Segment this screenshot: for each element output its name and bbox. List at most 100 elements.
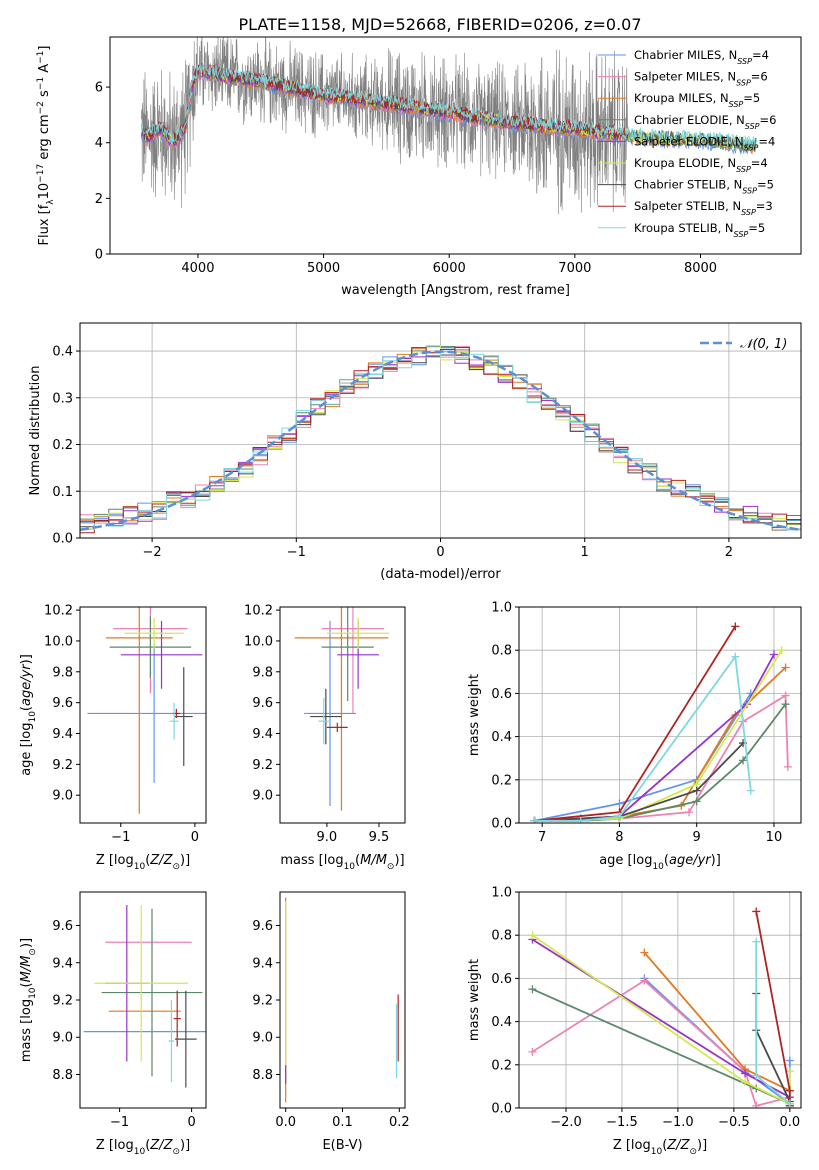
x-tick-label: 0.0 <box>275 1115 296 1130</box>
y-tick-label: 9.2 <box>52 994 73 1009</box>
y-axis-label: Normed distribution <box>28 366 43 496</box>
y-tick-label: 9.0 <box>52 789 73 804</box>
y-axis-label: mass [log10(M/M⊙)] <box>19 938 38 1062</box>
figure-title: PLATE=1158, MJD=52668, FIBERID=0206, z=0… <box>238 15 641 34</box>
y-tick-label: 0.0 <box>491 817 512 832</box>
x-axis-label: mass [log10(M/M⊙)] <box>280 853 404 872</box>
series-point-8 <box>785 1104 794 1108</box>
x-tick-label: −1.5 <box>606 1115 638 1130</box>
x-tick-label: −0.5 <box>718 1115 750 1130</box>
axes-frame <box>79 322 802 539</box>
series-point-8 <box>752 1071 761 1080</box>
series-point-3 <box>692 797 701 806</box>
series-point-1 <box>684 808 693 817</box>
x-tick-label: 7000 <box>558 261 591 276</box>
y-tick-label: 9.6 <box>252 919 273 934</box>
errorbars <box>285 897 399 1103</box>
legend-label: Chabrier ELODIE, NSSP=6 <box>634 113 776 131</box>
series-point-3 <box>781 700 790 709</box>
x-tick-label: 8000 <box>684 261 717 276</box>
mass-vs-z-panel: −1 0 8.8 9.0 9.2 9.4 9.6 Z [log10(Z/Z⊙)] mass [l… <box>19 891 207 1157</box>
y-tick-label: 4 <box>95 136 103 151</box>
x-tick-label: 2 <box>725 545 733 560</box>
series-point-8 <box>752 937 761 946</box>
legend-label: Kroupa STELIB, NSSP=5 <box>634 221 765 239</box>
series-point-0 <box>785 1056 794 1065</box>
age-vs-mass-panel: 9.0 9.5 9.0 9.2 9.4 9.6 9.8 10.0 10.2 mass [log10… <box>244 604 406 872</box>
x-tick-label: 9.0 <box>317 830 338 845</box>
y-tick-label: 10.0 <box>244 634 273 649</box>
series-point-1 <box>781 691 790 700</box>
x-axis-label: age [log10(age/yr)] <box>599 853 721 872</box>
y-tick-label: 8.8 <box>52 1068 73 1083</box>
series-point-6 <box>692 786 701 795</box>
y-tick-label: 8.8 <box>252 1068 273 1083</box>
x-tick-label: 4000 <box>181 261 214 276</box>
axes-frame <box>518 891 802 1109</box>
legend-label: Kroupa ELODIE, NSSP=4 <box>634 156 768 174</box>
axes-frame <box>79 891 207 1109</box>
y-tick-label: 9.4 <box>252 956 273 971</box>
residuals-panel: −2 −1 0 1 2 0.0 0.1 0.2 0.3 0.4 𝒩(0, 1) (data-model… <box>28 322 802 582</box>
weight-vs-z-panel: −2.0 −1.5 −1.0 −0.5 0.0 0.0 0.2 0.4 0.6 0.8 1.0 Z [… <box>467 886 802 1157</box>
series-point-7 <box>752 907 761 916</box>
x-tick-label: 6000 <box>433 261 466 276</box>
series-line-2 <box>534 666 787 822</box>
y-tick-label: 9.4 <box>52 727 73 742</box>
y-axis-label: mass weight <box>467 674 482 756</box>
y-tick-label: 0.4 <box>491 730 512 745</box>
series-point-4 <box>741 1069 750 1078</box>
y-axis-label: mass weight <box>467 959 482 1041</box>
y-tick-label: 10.2 <box>44 604 73 619</box>
series-point-5 <box>777 646 786 655</box>
series-point-1 <box>640 976 649 985</box>
series-point-2 <box>640 948 649 957</box>
y-tick-label: 10.2 <box>244 604 273 619</box>
series-line-0 <box>534 692 752 822</box>
axes-frame <box>79 606 207 824</box>
y-tick-label: 9.0 <box>52 1031 73 1046</box>
x-tick-label: −1 <box>110 1115 129 1130</box>
y-tick-label: 10.0 <box>44 634 73 649</box>
y-tick-label: 2 <box>95 192 103 207</box>
y-tick-label: 0.2 <box>52 438 73 453</box>
x-tick-label: 0 <box>191 830 199 845</box>
y-tick-label: 0.0 <box>491 1102 512 1117</box>
x-axis-label: E(B-V) <box>322 1138 362 1153</box>
y-tick-label: 9.4 <box>252 727 273 742</box>
y-tick-label: 9.6 <box>52 919 73 934</box>
y-tick-label: 0.8 <box>491 644 512 659</box>
y-tick-label: 9.0 <box>252 1031 273 1046</box>
y-tick-label: 9.2 <box>52 758 73 773</box>
y-tick-label: 9.6 <box>52 696 73 711</box>
series-line-4 <box>531 938 791 1098</box>
x-tick-label: 0.2 <box>389 1115 410 1130</box>
x-tick-label: 0.0 <box>779 1115 800 1130</box>
y-tick-label: 1.0 <box>491 601 512 616</box>
y-tick-label: 9.6 <box>252 696 273 711</box>
legend-label: Salpeter STELIB, NSSP=3 <box>634 199 773 217</box>
x-tick-label: −1 <box>111 830 130 845</box>
model-line-8 <box>140 62 757 149</box>
y-tick-label: 0.6 <box>491 687 512 702</box>
x-axis-label: (data-model)/error <box>380 567 501 582</box>
series-point-3 <box>739 756 748 765</box>
series-point-5 <box>785 1067 794 1076</box>
y-tick-label: 0.2 <box>491 1058 512 1073</box>
series-line-7 <box>534 625 737 822</box>
series-point-5 <box>528 931 537 940</box>
x-tick-label: 8 <box>615 830 623 845</box>
series-point-1 <box>528 1047 537 1056</box>
x-tick-label: 5000 <box>307 261 340 276</box>
spectrum-data-line <box>141 37 628 215</box>
series-line-5 <box>531 934 791 1106</box>
series-point-3 <box>528 985 537 994</box>
x-tick-label: 0 <box>436 545 444 560</box>
y-axis-label: age [log10(age/yr)] <box>19 654 38 776</box>
series-point-5 <box>741 1078 750 1087</box>
series-point-2 <box>781 663 790 672</box>
errorbars <box>87 607 206 814</box>
x-tick-label: −2.0 <box>550 1115 582 1130</box>
series-point-8 <box>576 816 585 823</box>
